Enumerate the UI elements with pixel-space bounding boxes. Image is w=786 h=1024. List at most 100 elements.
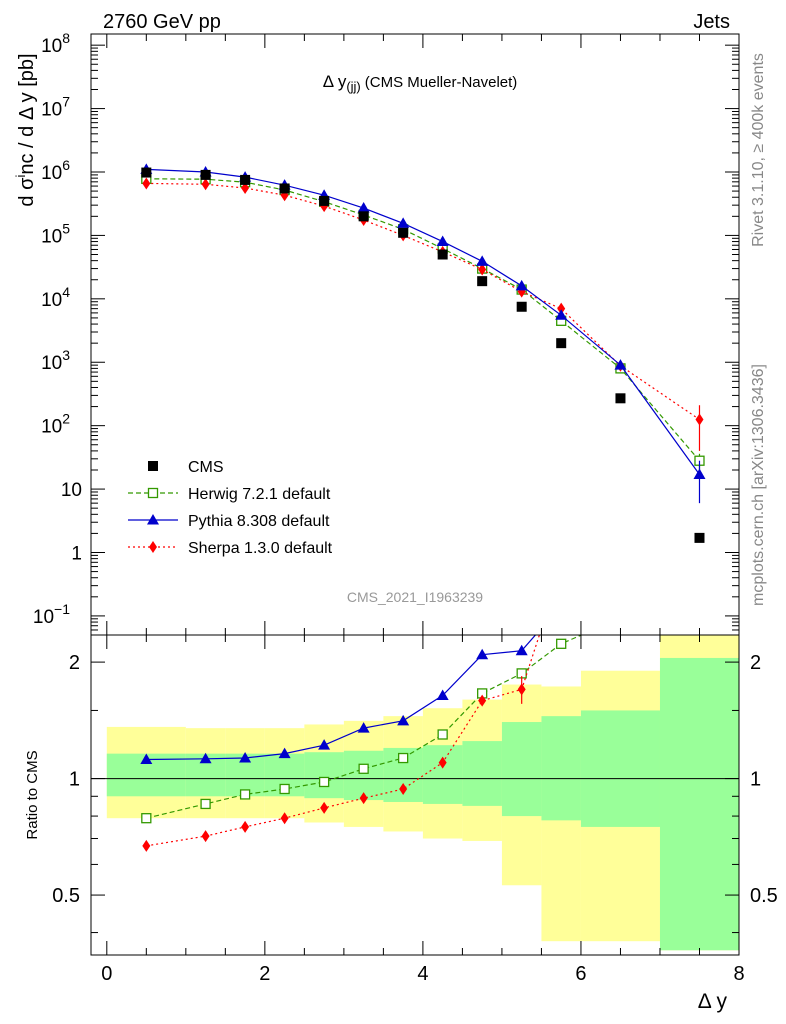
ratio-pythia-point — [239, 752, 252, 763]
ratio-y-tick-label-right: 0.5 — [750, 885, 778, 907]
y-axis-label-pre: d σ — [16, 177, 38, 207]
legend-marker-herwig — [147, 487, 159, 499]
band-inner — [659, 657, 739, 951]
series-data-point — [437, 249, 448, 260]
series-data-point — [516, 301, 527, 312]
x-tick-label: 0 — [101, 963, 112, 985]
y-tick-label: 108 — [41, 30, 70, 57]
uncertainty-bands — [91, 635, 739, 951]
ratio-pythia-point — [357, 722, 370, 733]
ratio-herwig-point — [616, 614, 625, 623]
series-sherpa-line — [146, 182, 700, 420]
series-data-point — [358, 211, 369, 222]
y-tick-label: 105 — [41, 220, 70, 247]
series-data-point — [200, 169, 211, 180]
legend-label-herwig: Herwig 7.2.1 default — [188, 486, 331, 503]
y-tick-label-mantissa: 10 — [41, 226, 62, 247]
x-tick-label: 2 — [259, 963, 270, 985]
y-axis-label-post: nc / d Δ y [pb] — [16, 53, 38, 174]
ratio-panel: 0.5 0.5 1 1 2 2 0 2 4 6 8 Ratio to CMS Δ y — [24, 600, 778, 1013]
ratio-y-ticks: 0.5 0.5 1 1 2 2 — [52, 652, 778, 934]
y-tick-label: 102 — [41, 411, 70, 438]
ratio-herwig-line — [146, 635, 583, 819]
y-tick-label-exponent: 3 — [62, 347, 70, 363]
chart-title: Δ y(jj) (CMS Mueller-Navelet) — [323, 72, 518, 94]
legend-marker-pythia — [147, 514, 159, 525]
ratio-sherpa-point — [280, 812, 289, 825]
y-axis-label-sup: i — [13, 175, 28, 178]
analysis-watermark: CMS_2021_I1963239 — [347, 589, 483, 605]
ratio-pythia-point — [555, 600, 567, 611]
series-data-point — [398, 227, 409, 238]
y-tick-label-exponent: 2 — [62, 411, 70, 427]
y-axis-label: d σinc / d Δ y [pb] — [13, 53, 38, 206]
y-tick-label-exponent: 6 — [62, 157, 70, 173]
chart-title-main: Δ y — [323, 72, 347, 91]
series-data-point — [615, 393, 626, 404]
ratio-herwig-point — [358, 763, 369, 774]
ratio-series-group — [140, 600, 625, 852]
legend-label-sherpa: Sherpa 1.3.0 default — [188, 540, 333, 557]
ratio-sherpa-point — [478, 694, 487, 707]
ratio-herwig-point — [200, 798, 211, 810]
series-sherpa-point — [557, 302, 566, 315]
y-tick-label: 10−1 — [33, 601, 70, 628]
ratio-pythia-point — [199, 752, 212, 764]
series-sherpa-point — [241, 181, 250, 194]
ratio-frame — [90, 634, 740, 956]
y-tick-label-exponent: 7 — [62, 94, 70, 110]
ratio-pythia-point — [476, 648, 489, 660]
ratio-sherpa-point — [517, 683, 526, 696]
ratio-sherpa-point — [241, 820, 250, 833]
ratio-sherpa-point — [320, 801, 329, 814]
series-pythia-point — [693, 468, 706, 479]
ratio-y-tick-label: 0.5 — [52, 885, 80, 907]
y-tick-label-mantissa: 10 — [41, 353, 62, 374]
series-herwig-line — [146, 178, 700, 462]
legend: CMS Herwig 7.2.1 default Pythia 8.308 defa… — [128, 459, 333, 557]
band-inner — [304, 752, 344, 799]
x-tick-label: 4 — [417, 963, 428, 985]
series-sherpa-point — [142, 177, 151, 190]
series-pythia-point — [555, 309, 568, 320]
series-data-point — [477, 276, 488, 287]
ratio-pythia-point — [397, 714, 410, 726]
series-sherpa-point — [201, 178, 210, 191]
band-inner — [343, 750, 384, 801]
ratio-herwig-point — [141, 813, 152, 824]
ratio-sherpa-point — [438, 756, 447, 769]
y-tick-label-exponent: 8 — [62, 30, 70, 46]
y-tick-label-mantissa: 10 — [41, 163, 62, 184]
header-right: Jets — [693, 11, 730, 33]
ratio-y-tick-label-right: 1 — [750, 769, 761, 791]
series-data-point — [319, 195, 330, 206]
ratio-sherpa-point — [359, 792, 368, 805]
ratio-y-axis-label: Ratio to CMS — [24, 750, 41, 839]
ratio-herwig-point — [556, 638, 567, 649]
series-pythia-point — [357, 202, 370, 213]
series-pythia-point — [515, 279, 528, 291]
y-tick-label-exponent: −1 — [54, 601, 70, 617]
main-series-group — [140, 163, 706, 543]
ratio-y-tick-label: 1 — [69, 769, 80, 791]
ratio-herwig-point — [239, 789, 251, 800]
y-tick-label: 1 — [71, 543, 82, 564]
series-data-point — [694, 532, 705, 543]
band-inner — [462, 741, 502, 806]
ratio-pythia-point — [140, 753, 153, 765]
ratio-sherpa-point — [201, 830, 210, 843]
ratio-pythia-point — [436, 689, 449, 700]
legend-marker-data — [148, 461, 158, 471]
series-data-point — [556, 338, 567, 349]
series-pythia-point — [436, 235, 449, 247]
x-axis-label: Δ y — [698, 990, 728, 1013]
legend-label-data: CMS — [188, 459, 224, 476]
series-sherpa-point — [478, 263, 487, 276]
rivet-label: Rivet 3.1.10, ≥ 400k events — [750, 53, 767, 247]
header-left: 2760 GeV pp — [103, 11, 221, 33]
series-data-point — [240, 174, 251, 185]
series-pythia-point — [397, 217, 410, 228]
ratio-herwig-point — [397, 752, 409, 764]
